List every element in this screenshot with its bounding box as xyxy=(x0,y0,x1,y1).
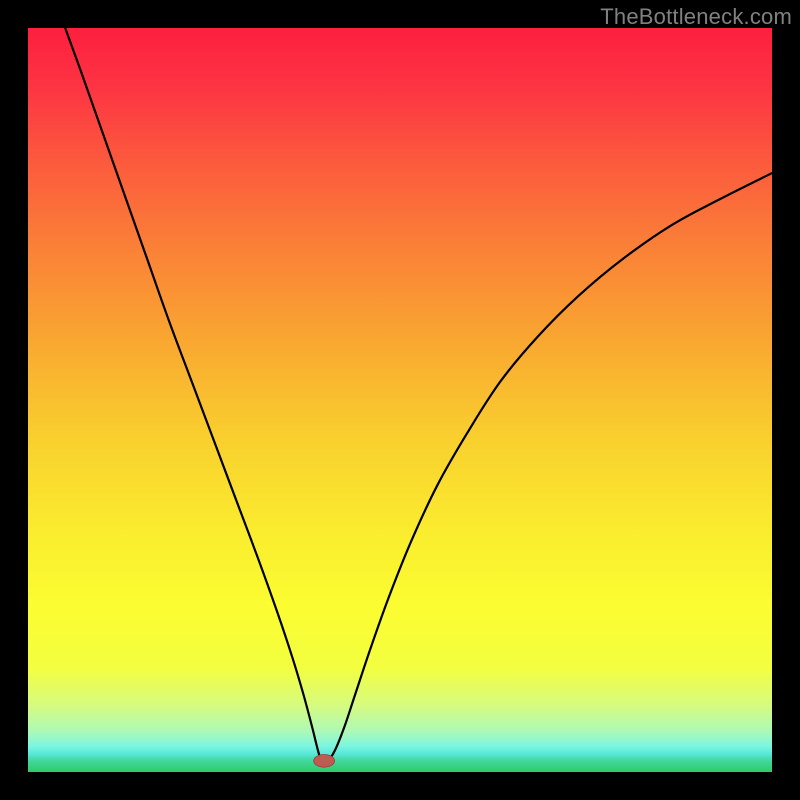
watermark-text: TheBottleneck.com xyxy=(600,4,792,30)
plot-background xyxy=(28,28,772,772)
chart-canvas xyxy=(0,0,800,800)
bottleneck-chart: TheBottleneck.com xyxy=(0,0,800,800)
minimum-marker xyxy=(314,755,335,768)
